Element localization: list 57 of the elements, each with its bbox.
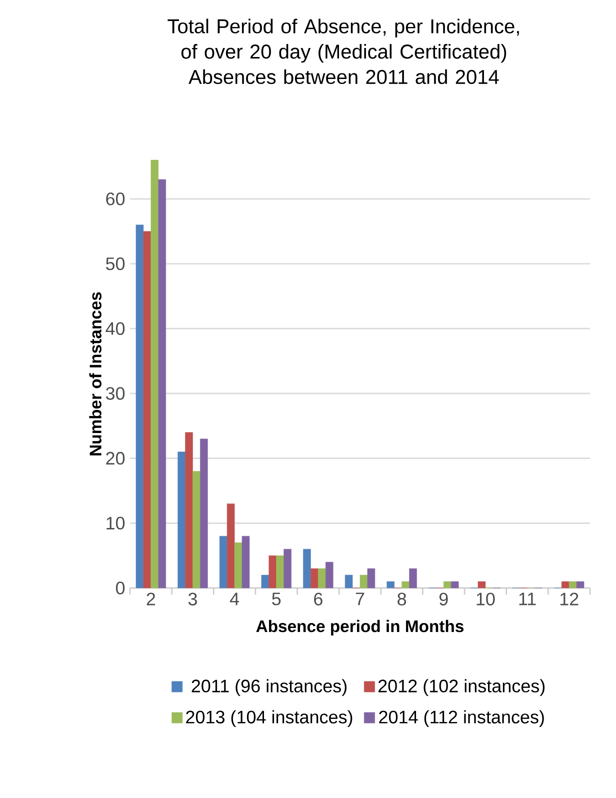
y-tick-label: 30 [106,387,125,400]
bar [367,568,376,588]
legend-label: 2014 (112 instances) [379,710,544,727]
bar [234,542,242,588]
x-tick-label: 6 [314,592,322,606]
bar [318,568,326,588]
y-tick-label: 0 [116,582,125,594]
bar [276,555,284,588]
bar [360,574,368,588]
bar [261,574,270,588]
x-tick-label: 7 [356,592,364,606]
bar [386,581,394,588]
bar [268,555,276,588]
bar [200,438,208,588]
bar [226,504,235,588]
y-tick-label: 60 [106,192,125,206]
x-tick-label: 8 [398,592,406,606]
x-tick-label: 9 [439,592,448,606]
legend-label: 2013 (104 instances) [186,710,352,727]
y-axis-title: Number of Instances [89,292,102,456]
bar [409,568,417,588]
x-tick-label: 4 [230,592,240,606]
chart-title: Total Period of Absence, per Incidence, of over 20 day (Medical Certificated) Absences between 2011 and 2014 [168,18,519,84]
bar [192,471,200,588]
x-tick-label: 12 [560,592,578,606]
bar [326,562,334,588]
bar [568,581,577,588]
bar [402,581,410,588]
bar [284,548,292,588]
bar [136,224,144,588]
bar [143,231,152,588]
y-tick-label: 50 [106,257,125,270]
bar [450,581,459,588]
legend-label: 2012 (102 instances) [378,679,545,696]
bar [478,581,486,588]
bar [576,581,584,588]
bar [310,568,318,588]
x-tick-label: 10 [476,592,495,606]
bar [561,581,570,588]
bar [158,179,166,588]
x-tick-label: 3 [188,592,197,606]
y-tick-label: 40 [106,322,125,335]
legend-label: 2011 (96 instances) [192,679,346,696]
bar [303,548,311,588]
bar [150,160,159,588]
bar [242,536,250,588]
x-tick-label: 2 [146,592,156,606]
bar [185,432,193,588]
bar [219,536,228,588]
y-tick-label: 10 [106,516,125,530]
x-tick-label: 5 [272,592,281,606]
bar [344,574,353,588]
bar [444,581,452,588]
x-tick-label: 11 [519,592,536,606]
bar [178,452,186,588]
x-axis-title: Absence period in Months [256,620,464,636]
y-tick-label: 20 [106,452,125,465]
